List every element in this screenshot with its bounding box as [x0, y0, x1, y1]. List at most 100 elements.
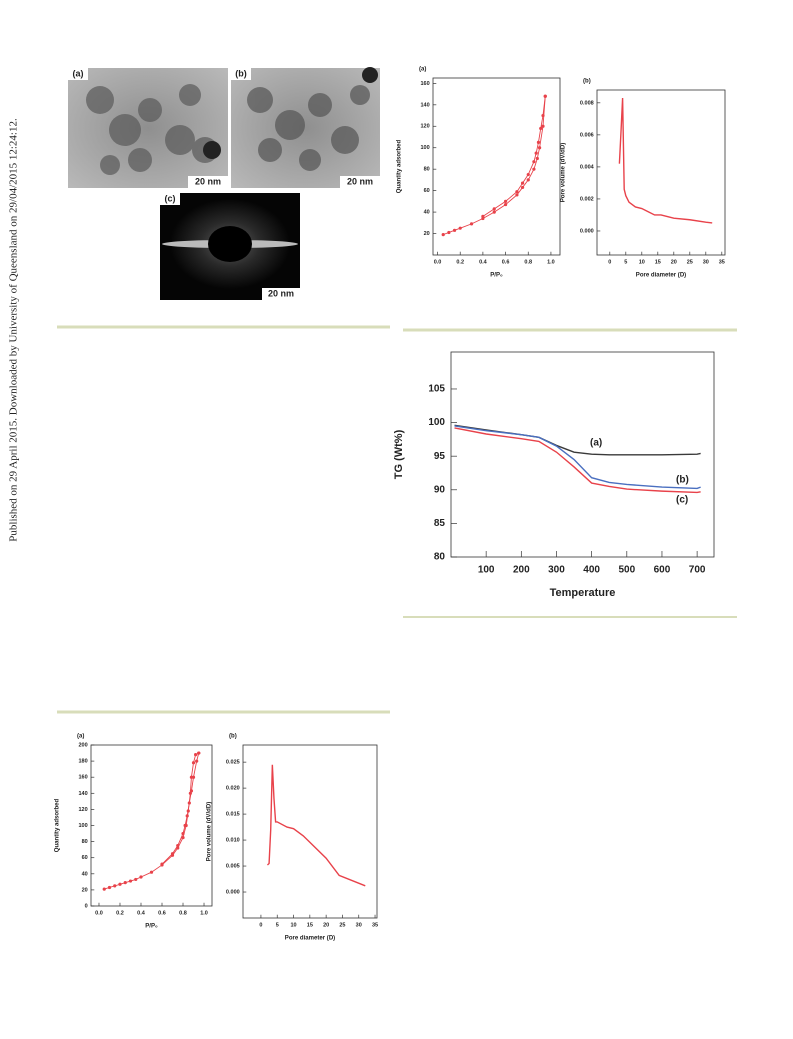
- panel-label: (a): [77, 734, 84, 740]
- y-tick-label: 0.006: [580, 132, 594, 138]
- x-tick-label: 0.6: [502, 260, 510, 266]
- plot-frame: [432, 77, 561, 256]
- y-tick-label: 20: [82, 887, 88, 893]
- x-tick-label: 1.0: [200, 911, 208, 917]
- data-point: [194, 753, 198, 757]
- x-tick-label: 0.6: [158, 911, 166, 917]
- x-tick-label: 100: [478, 565, 495, 576]
- x-tick-label: 25: [339, 923, 345, 929]
- plot-frame: [242, 744, 378, 919]
- y-tick-label: 100: [79, 823, 88, 829]
- y-tick-label: 0.020: [226, 786, 240, 792]
- y-axis-label: Quantity adsorbed: [54, 798, 60, 852]
- data-point: [541, 124, 545, 128]
- data-point: [532, 167, 536, 171]
- x-tick-label: 0: [259, 923, 262, 929]
- data-point: [520, 185, 525, 190]
- data-point: [191, 775, 196, 779]
- tem-image: [68, 68, 228, 188]
- y-tick-label: 140: [421, 102, 430, 108]
- x-tick-label: 20: [323, 923, 329, 929]
- x-axis-label: Pore diameter (D): [636, 272, 686, 278]
- x-tick-label: 400: [583, 565, 600, 576]
- data-point: [189, 789, 194, 793]
- data-point: [118, 882, 122, 886]
- y-tick-label: 0.015: [226, 812, 240, 818]
- x-tick-label: 0.4: [137, 911, 146, 917]
- y-tick-label: 140: [79, 791, 88, 797]
- y-tick-label: 180: [79, 759, 88, 765]
- x-tick-label: 300: [548, 565, 565, 576]
- data-point: [185, 814, 189, 818]
- data-point: [139, 875, 143, 879]
- x-tick-label: 35: [719, 260, 725, 266]
- y-tick-label: 200: [79, 742, 88, 748]
- data-point: [532, 160, 536, 164]
- data-point: [515, 193, 519, 197]
- data-point: [469, 222, 474, 226]
- panel-label: (a): [73, 68, 84, 78]
- data-point: [458, 226, 462, 230]
- x-tick-label: 5: [624, 260, 627, 266]
- data-point: [197, 751, 201, 755]
- data-line: [482, 96, 546, 217]
- x-tick-label: 0.2: [116, 911, 124, 917]
- series-label: (a): [590, 438, 602, 449]
- panel-label: (c): [165, 193, 176, 203]
- scale-label: 20 nm: [268, 288, 294, 298]
- x-tick-label: 10: [290, 923, 296, 929]
- x-axis-label: P/P₀: [490, 272, 503, 278]
- label-box: [188, 176, 228, 188]
- data-line: [161, 752, 200, 865]
- data-point: [107, 885, 112, 890]
- y-tick-label: 60: [82, 855, 88, 861]
- series-label: (b): [676, 475, 689, 486]
- data-line: [454, 425, 701, 490]
- plot-frame: [450, 351, 715, 558]
- data-point: [541, 113, 545, 118]
- x-tick-label: 5: [276, 923, 279, 929]
- scale-label: 20 nm: [347, 176, 373, 186]
- y-tick-label: 0.004: [580, 164, 595, 170]
- x-axis-label: Pore diameter (D): [285, 935, 335, 941]
- x-tick-label: 0.0: [95, 911, 103, 917]
- x-tick-label: 1.0: [547, 260, 555, 266]
- x-axis-label: P/P₀: [145, 923, 158, 929]
- label-box: [68, 68, 88, 80]
- data-line: [443, 96, 546, 236]
- data-point: [539, 126, 543, 131]
- data-point: [537, 146, 542, 150]
- data-point: [191, 761, 196, 765]
- panel-label: (b): [229, 734, 237, 740]
- download-notice: Published on 29 April 2015. Downloaded b…: [8, 118, 20, 542]
- saed-image: [160, 193, 300, 300]
- y-tick-label: 100: [428, 417, 445, 428]
- y-tick-label: 20: [424, 231, 430, 237]
- x-axis-label: Temperature: [550, 587, 616, 599]
- y-tick-label: 0.025: [226, 760, 240, 766]
- label-box: [262, 288, 300, 300]
- x-tick-label: 500: [618, 565, 635, 576]
- y-tick-label: 100: [421, 145, 430, 151]
- data-point: [515, 190, 519, 194]
- y-axis-label: Pore volume (dV/dD): [206, 802, 212, 861]
- y-tick-label: 0.000: [580, 228, 594, 234]
- y-tick-label: 0.008: [580, 100, 594, 106]
- x-tick-label: 0.8: [179, 911, 187, 917]
- data-point: [134, 877, 138, 882]
- data-line: [454, 427, 701, 494]
- data-point: [113, 884, 117, 888]
- panel-label: (a): [419, 67, 426, 73]
- y-axis-label: Quantity adsorbed: [396, 139, 402, 193]
- data-point: [176, 844, 180, 848]
- y-tick-label: 0.005: [226, 864, 240, 870]
- data-point: [181, 835, 185, 840]
- data-line: [266, 764, 366, 887]
- data-point: [534, 151, 538, 155]
- data-point: [503, 202, 508, 207]
- y-tick-label: 0: [85, 903, 88, 909]
- data-point: [452, 228, 457, 232]
- data-point: [183, 823, 187, 828]
- y-tick-label: 160: [421, 81, 430, 87]
